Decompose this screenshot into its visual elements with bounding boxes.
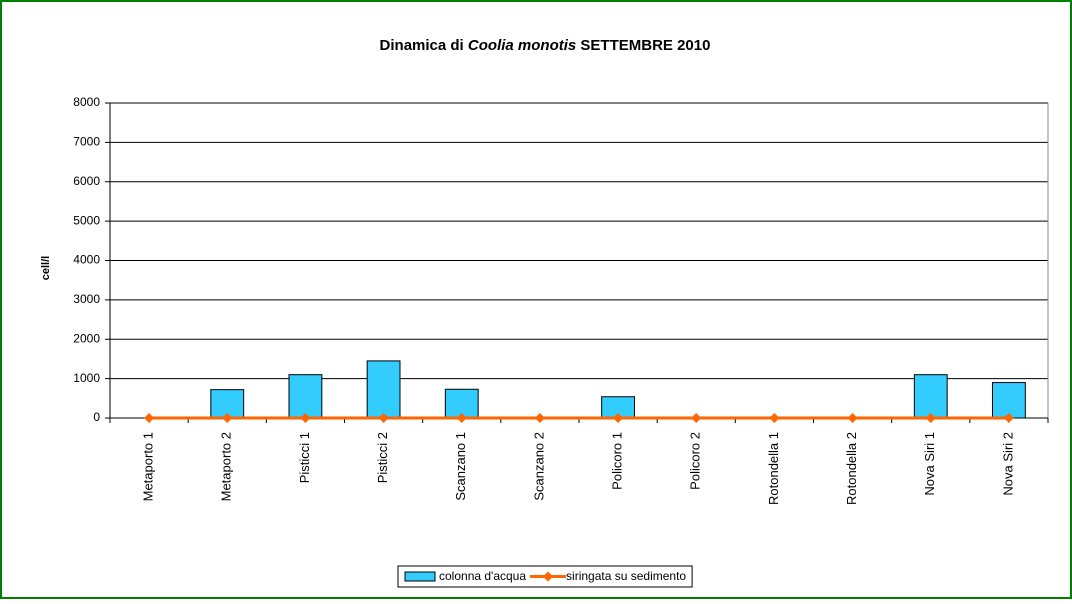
bar [913, 374, 948, 419]
y-tick-label: 1000 [73, 371, 100, 385]
legend-label: colonna d'acqua [439, 569, 526, 583]
title-part: SETTEMBRE 2010 [580, 37, 710, 54]
y-tick-label: 8000 [73, 95, 100, 109]
y-tick-label: 0 [93, 410, 100, 424]
x-tick-label: Rotondella 1 [766, 432, 781, 505]
legend: colonna d'acqua siringata su sedimento [397, 565, 693, 588]
x-tick-label: Nova Siri 1 [922, 432, 937, 496]
marker [300, 413, 311, 423]
x-tick-label: Policoro 2 [688, 432, 703, 490]
marker [925, 413, 936, 423]
y-tick-label: 7000 [73, 135, 100, 149]
x-tick-label: Metaporto 1 [141, 432, 156, 501]
y-axis-label: cell/l [40, 256, 52, 280]
marker [613, 413, 624, 423]
x-tick-label: Scanzano 2 [531, 432, 546, 501]
x-tick-label: Nova Siri 2 [1000, 432, 1015, 496]
marker [378, 413, 389, 423]
y-tick-label: 3000 [73, 292, 100, 306]
marker [456, 413, 467, 423]
y-tick-label: 4000 [73, 253, 100, 267]
marker [769, 413, 780, 423]
marker [144, 413, 155, 423]
y-tick-label: 5000 [73, 213, 100, 227]
title-part: Coolia monotis [468, 37, 576, 54]
marker [691, 413, 702, 423]
marker [222, 413, 233, 423]
bar [992, 382, 1026, 419]
legend-swatch [404, 571, 436, 582]
x-tick-label: Policoro 1 [610, 432, 625, 490]
x-tick-label: Scanzano 1 [453, 432, 468, 501]
y-tick-label: 6000 [73, 174, 100, 188]
chart-title: Dinamica di Coolia monotis SETTEMBRE 201… [380, 37, 711, 54]
y-tick-label: 2000 [73, 331, 100, 345]
marker [1003, 413, 1014, 423]
legend-label: siringata su sedimento [566, 569, 686, 583]
bar [366, 360, 401, 419]
x-tick-label: Metaporto 2 [219, 432, 234, 501]
legend-marker [543, 571, 554, 582]
x-tick-label: Pisticci 1 [297, 432, 312, 483]
marker [534, 413, 545, 423]
title-part: Dinamica di [380, 37, 464, 54]
x-tick-label: Rotondella 2 [844, 432, 859, 505]
marker [847, 413, 858, 423]
x-tick-label: Pisticci 2 [375, 432, 390, 483]
bar [288, 374, 323, 419]
